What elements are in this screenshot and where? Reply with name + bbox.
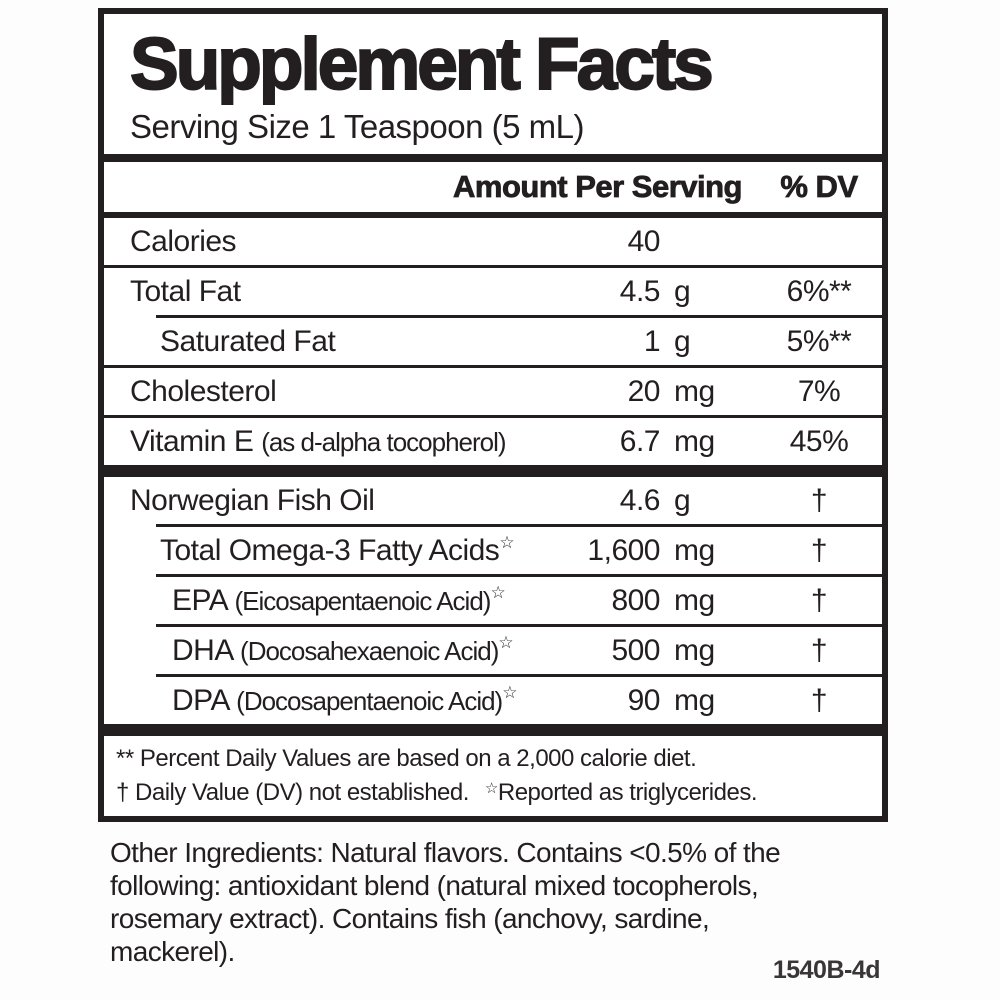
amount-value: 4.6 xyxy=(619,483,661,517)
item-code: 1540B-4d xyxy=(772,956,881,984)
nutrient-name: EPA xyxy=(172,584,227,617)
star-icon: ☆ xyxy=(484,780,498,797)
amount-unit: mg xyxy=(674,424,715,458)
footnotes: ** Percent Daily Values are based on a 2… xyxy=(104,736,882,814)
nutrient-name: Total Omega-3 Fatty Acids xyxy=(160,534,500,567)
footnote-divider-bar xyxy=(104,724,882,736)
other-ingredients-line: following: antioxidant blend (natural mi… xyxy=(110,870,759,901)
nutrient-note: (Eicosapentaenoic Acid) xyxy=(234,586,492,616)
amount-value: 1 xyxy=(643,324,661,358)
panel-title: Supplement Facts xyxy=(129,23,715,106)
row-divider xyxy=(104,415,882,418)
dv-value: 6%** xyxy=(786,274,852,308)
star-icon: ☆ xyxy=(499,533,515,552)
title-divider-bar xyxy=(104,154,882,162)
serving-size: Serving Size 1 Teaspoon (5 mL) xyxy=(130,108,584,145)
nutrient-row-vitamin-e: Vitamin E (as d-alpha tocopherol) 6.7 mg… xyxy=(104,418,882,465)
other-ingredients-line: rosemary extract). Contains fish (anchov… xyxy=(110,903,710,934)
amount-unit: g xyxy=(674,274,691,308)
amount-unit: g xyxy=(674,324,691,358)
amount-value: 1,600 xyxy=(587,533,660,567)
amount-unit: g xyxy=(674,483,691,517)
row-divider-indented xyxy=(156,574,882,577)
other-ingredients-line: Other Ingredients: Natural flavors. Cont… xyxy=(110,837,781,868)
dv-value: † xyxy=(810,683,828,717)
nutrient-row-total-fat: Total Fat 4.5 g 6%** xyxy=(104,268,882,315)
amount-value: 90 xyxy=(627,683,661,717)
dv-value: † xyxy=(810,533,828,567)
amount-unit: mg xyxy=(674,683,715,717)
star-icon: ☆ xyxy=(498,633,514,652)
amount-value: 800 xyxy=(611,583,660,617)
row-divider-indented xyxy=(156,524,882,527)
footnote-daily-values: ** Percent Daily Values are based on a 2… xyxy=(116,745,697,772)
nutrient-name: Total Fat xyxy=(130,274,241,308)
nutrient-row-calories: Calories 40 xyxy=(104,218,882,265)
nutrient-row-fish-oil: Norwegian Fish Oil 4.6 g † xyxy=(104,477,882,524)
row-divider-indented xyxy=(156,315,882,318)
amount-unit: mg xyxy=(674,374,715,408)
header-divider-bar xyxy=(104,212,882,218)
nutrient-name: Vitamin E xyxy=(130,424,254,458)
nutrient-name: DPA xyxy=(172,684,229,717)
nutrient-row-omega-3: Total Omega-3 Fatty Acids☆ 1,600 mg † xyxy=(104,527,882,574)
nutrient-row-cholesterol: Cholesterol 20 mg 7% xyxy=(104,368,882,415)
amount-value: 40 xyxy=(627,224,661,258)
dv-value: 5%** xyxy=(786,324,852,358)
percent-dv-header: % DV xyxy=(780,169,859,205)
amount-value: 500 xyxy=(611,633,660,667)
amount-value: 20 xyxy=(627,374,661,408)
supplement-facts-panel: Supplement Facts Serving Size 1 Teaspoon… xyxy=(98,8,888,822)
title-block: Supplement Facts Serving Size 1 Teaspoon… xyxy=(104,14,882,154)
nutrient-name: Norwegian Fish Oil xyxy=(130,483,375,517)
amount-unit: mg xyxy=(674,633,715,667)
column-header-row: Amount Per Serving % DV xyxy=(104,162,882,212)
nutrient-row-saturated-fat: Saturated Fat 1 g 5%** xyxy=(104,318,882,365)
section-divider-bar xyxy=(104,465,882,477)
other-ingredients-line: mackerel). xyxy=(110,936,235,967)
amount-per-serving-header: Amount Per Serving xyxy=(453,169,743,205)
amount-value: 6.7 xyxy=(619,424,661,458)
row-divider-indented xyxy=(156,674,882,677)
dv-value: † xyxy=(810,583,828,617)
dv-value: 45% xyxy=(789,424,849,458)
row-divider xyxy=(104,265,882,268)
footnote-triglycerides: Reported as triglycerides. xyxy=(497,779,758,806)
dv-value: 7% xyxy=(797,374,841,408)
star-icon: ☆ xyxy=(490,583,506,602)
star-icon: ☆ xyxy=(502,683,517,702)
nutrient-name: Cholesterol xyxy=(130,374,277,408)
dv-value: † xyxy=(810,483,828,517)
nutrient-name: Saturated Fat xyxy=(160,324,336,358)
nutrient-note: (as d-alpha tocopherol) xyxy=(261,426,506,457)
nutrient-note: (Docosapentaenoic Acid) xyxy=(236,686,503,716)
amount-unit: mg xyxy=(674,533,715,567)
amount-unit: mg xyxy=(674,583,715,617)
nutrient-row-dha: DHA (Docosahexaenoic Acid)☆ 500 mg † xyxy=(104,627,882,674)
footnote-dv-not-established: † Daily Value (DV) not established. ☆Repo… xyxy=(116,779,758,806)
nutrient-row-epa: EPA (Eicosapentaenoic Acid)☆ 800 mg † xyxy=(104,577,882,624)
nutrient-name: Calories xyxy=(130,224,237,258)
nutrient-name: DHA xyxy=(172,634,233,667)
nutrient-row-dpa: DPA (Docosapentaenoic Acid)☆ 90 mg † xyxy=(104,677,882,724)
nutrient-note: (Docosahexaenoic Acid) xyxy=(240,636,499,666)
other-ingredients-paragraph: Other Ingredients: Natural flavors. Cont… xyxy=(110,836,930,968)
row-divider-indented xyxy=(156,624,882,627)
dv-value: † xyxy=(810,633,828,667)
amount-value: 4.5 xyxy=(619,274,661,308)
row-divider xyxy=(104,365,882,368)
